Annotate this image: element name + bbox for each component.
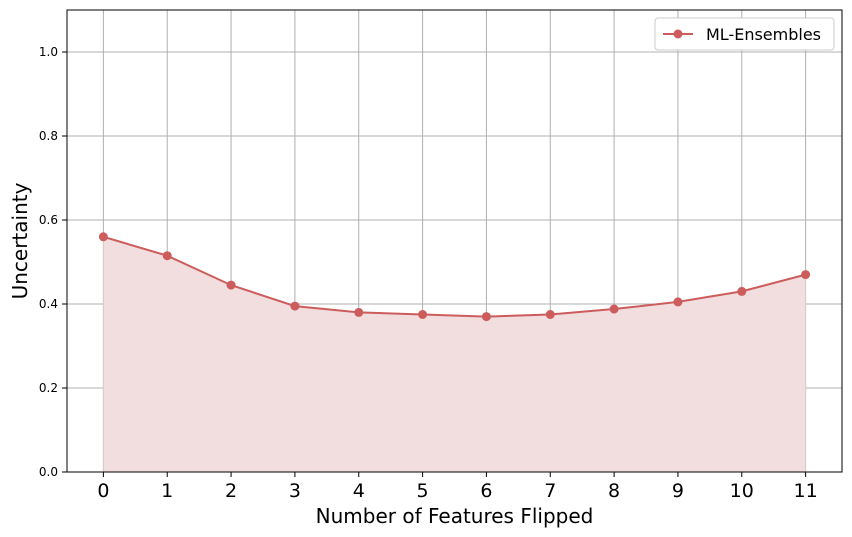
x-tick-label: 11 xyxy=(794,480,818,502)
data-point xyxy=(418,310,428,319)
x-tick-label: 7 xyxy=(544,480,556,502)
y-tick-label: 0.0 xyxy=(39,465,58,479)
data-point xyxy=(673,297,683,307)
x-axis-title: Number of Features Flipped xyxy=(316,504,594,528)
area-fill-layer xyxy=(103,236,806,472)
y-tick-label: 1.0 xyxy=(39,45,58,59)
data-point xyxy=(290,301,300,311)
y-tick-label: 0.6 xyxy=(39,213,58,227)
x-tick-label: 1 xyxy=(161,480,173,502)
x-tick-label: 0 xyxy=(97,480,109,502)
data-point xyxy=(98,232,108,242)
x-tick-label: 2 xyxy=(225,480,237,502)
y-tick-label: 0.2 xyxy=(39,381,58,395)
y-axis-title: Uncertainty xyxy=(8,182,32,299)
x-tick-label: 6 xyxy=(480,480,492,502)
x-tick-label: 5 xyxy=(417,480,429,502)
series-area-fill xyxy=(103,236,806,472)
series-line-layer xyxy=(103,235,806,318)
legend: ML-Ensembles xyxy=(654,17,835,51)
data-point xyxy=(801,270,811,280)
x-axis-ticks: 0 1 2 3 4 5 6 7 8 9 10 11 xyxy=(97,472,818,502)
data-point xyxy=(354,307,364,317)
y-tick-label: 0.4 xyxy=(39,297,58,311)
data-point xyxy=(226,280,236,290)
y-tick-label: 0.8 xyxy=(39,129,58,143)
data-point xyxy=(737,286,747,296)
data-point xyxy=(545,310,555,319)
plot-frame xyxy=(66,9,843,473)
x-tick-label: 10 xyxy=(730,480,754,502)
data-point-layer xyxy=(98,232,811,322)
legend-box xyxy=(654,17,835,51)
legend-marker-swatch xyxy=(673,29,683,39)
x-tick-label: 8 xyxy=(608,480,620,502)
data-point xyxy=(609,304,619,314)
legend-label: ML-Ensembles xyxy=(706,25,821,44)
x-tick-label: 9 xyxy=(672,480,684,502)
series-line xyxy=(103,235,806,318)
data-point xyxy=(162,251,172,261)
x-tick-label: 4 xyxy=(353,480,365,502)
x-tick-label: 3 xyxy=(289,480,301,502)
data-point xyxy=(481,312,491,322)
y-axis-ticks: 0.0 0.2 0.4 0.6 0.8 1.0 xyxy=(39,45,67,479)
